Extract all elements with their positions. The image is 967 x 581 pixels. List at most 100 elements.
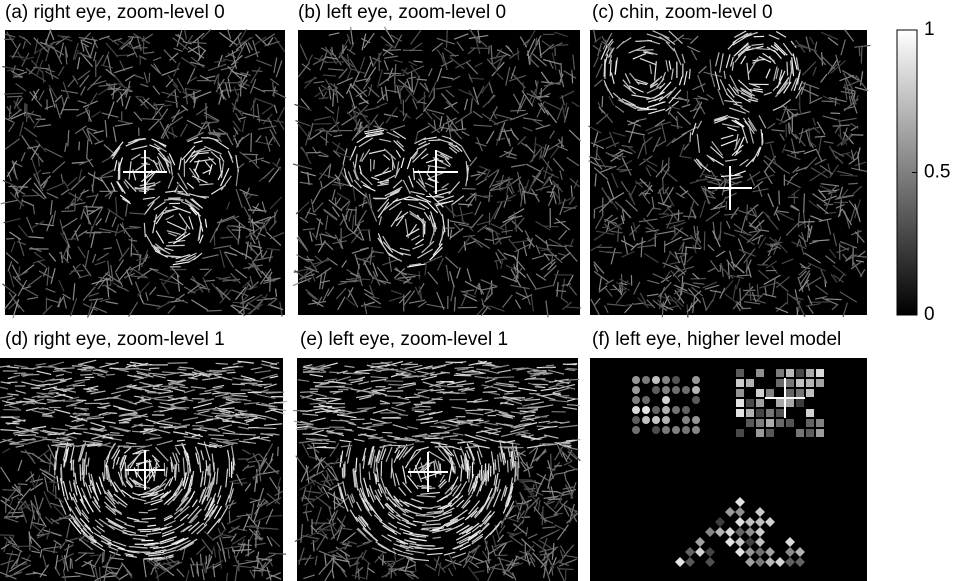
texture-stroke [696, 180, 708, 181]
model-node [786, 419, 794, 427]
texture-stroke [192, 429, 201, 430]
texture-stroke [848, 183, 857, 184]
texture-stroke [326, 132, 327, 145]
panel-image [590, 358, 867, 581]
texture-stroke [7, 96, 22, 97]
panel-title: (c) chin, zoom-level 0 [592, 2, 773, 23]
texture-stroke [178, 464, 179, 472]
texture-stroke [168, 363, 188, 364]
texture-stroke [682, 38, 692, 39]
model-node [736, 389, 744, 397]
model-node [756, 409, 764, 417]
texture-stroke [561, 63, 562, 75]
texture-stroke [388, 384, 403, 385]
texture-stroke [445, 228, 455, 229]
model-node [756, 429, 764, 437]
texture-stroke [541, 88, 542, 97]
texture-stroke [412, 72, 413, 91]
texture-stroke [524, 488, 535, 489]
texture-stroke [316, 398, 329, 399]
model-node [746, 419, 754, 427]
texture-stroke [554, 443, 570, 444]
texture-stroke [325, 62, 344, 63]
figure: (a) right eye, zoom-level 0(b) left eye,… [0, 0, 967, 581]
model-node [672, 426, 680, 434]
model-node [756, 399, 764, 407]
model-node [652, 406, 660, 414]
texture-stroke [511, 459, 512, 471]
texture-stroke [106, 374, 115, 375]
texture-stroke [104, 551, 105, 562]
texture-stroke [240, 434, 256, 435]
texture-stroke [399, 415, 408, 416]
model-node [786, 369, 794, 377]
texture-stroke [73, 433, 82, 434]
model-node [642, 416, 650, 424]
texture-stroke [445, 362, 463, 363]
texture-stroke [208, 435, 224, 436]
texture-stroke [21, 368, 35, 369]
texture-stroke [261, 437, 269, 438]
texture-stroke [232, 384, 245, 385]
texture-stroke [859, 47, 860, 56]
texture-stroke [518, 459, 519, 468]
model-node [776, 399, 784, 407]
model-node [652, 386, 660, 394]
model-node [632, 416, 640, 424]
model-node [776, 379, 784, 387]
texture-stroke [20, 486, 21, 496]
texture-stroke [201, 554, 202, 566]
texture-stroke [233, 458, 234, 471]
texture-stroke [206, 103, 207, 119]
model-node [632, 386, 640, 394]
model-node [806, 409, 814, 417]
texture-stroke [515, 469, 516, 482]
texture-stroke [48, 393, 58, 394]
texture-stroke [144, 545, 155, 546]
texture-stroke [522, 418, 531, 419]
model-node [692, 426, 700, 434]
texture-stroke [432, 399, 443, 400]
model-node [776, 419, 784, 427]
model-node [692, 386, 700, 394]
texture-stroke [529, 393, 540, 394]
texture-stroke [209, 370, 221, 371]
model-node [672, 406, 680, 414]
texture-stroke [102, 285, 110, 286]
texture-stroke [110, 573, 118, 574]
model-node [786, 389, 794, 397]
model-node [756, 369, 764, 377]
model-node [766, 409, 774, 417]
texture-stroke [61, 211, 74, 212]
texture-stroke [257, 428, 276, 429]
texture-stroke [826, 299, 842, 300]
texture-stroke [535, 387, 545, 388]
texture-stroke [562, 136, 563, 147]
model-node [682, 416, 690, 424]
texture-stroke [494, 377, 514, 378]
model-node [796, 399, 804, 407]
texture-stroke [554, 466, 562, 467]
model-node [796, 379, 804, 387]
texture-stroke [483, 392, 497, 393]
texture-stroke [428, 140, 440, 141]
model-node [766, 429, 774, 437]
panel-title: (d) right eye, zoom-level 1 [5, 329, 225, 350]
texture-stroke [488, 464, 489, 482]
model-node [672, 386, 680, 394]
texture-stroke [133, 48, 148, 49]
model-node [632, 406, 640, 414]
model-node [776, 409, 784, 417]
model-node [662, 396, 670, 404]
model-node [746, 379, 754, 387]
texture-stroke [2, 490, 14, 491]
texture-stroke [313, 382, 329, 383]
model-node [806, 369, 814, 377]
texture-stroke [495, 459, 496, 470]
texture-stroke [861, 46, 862, 63]
texture-stroke [80, 464, 81, 481]
texture-stroke [747, 260, 748, 274]
texture-stroke [606, 252, 621, 253]
texture-stroke [69, 405, 77, 406]
model-node [766, 389, 774, 397]
